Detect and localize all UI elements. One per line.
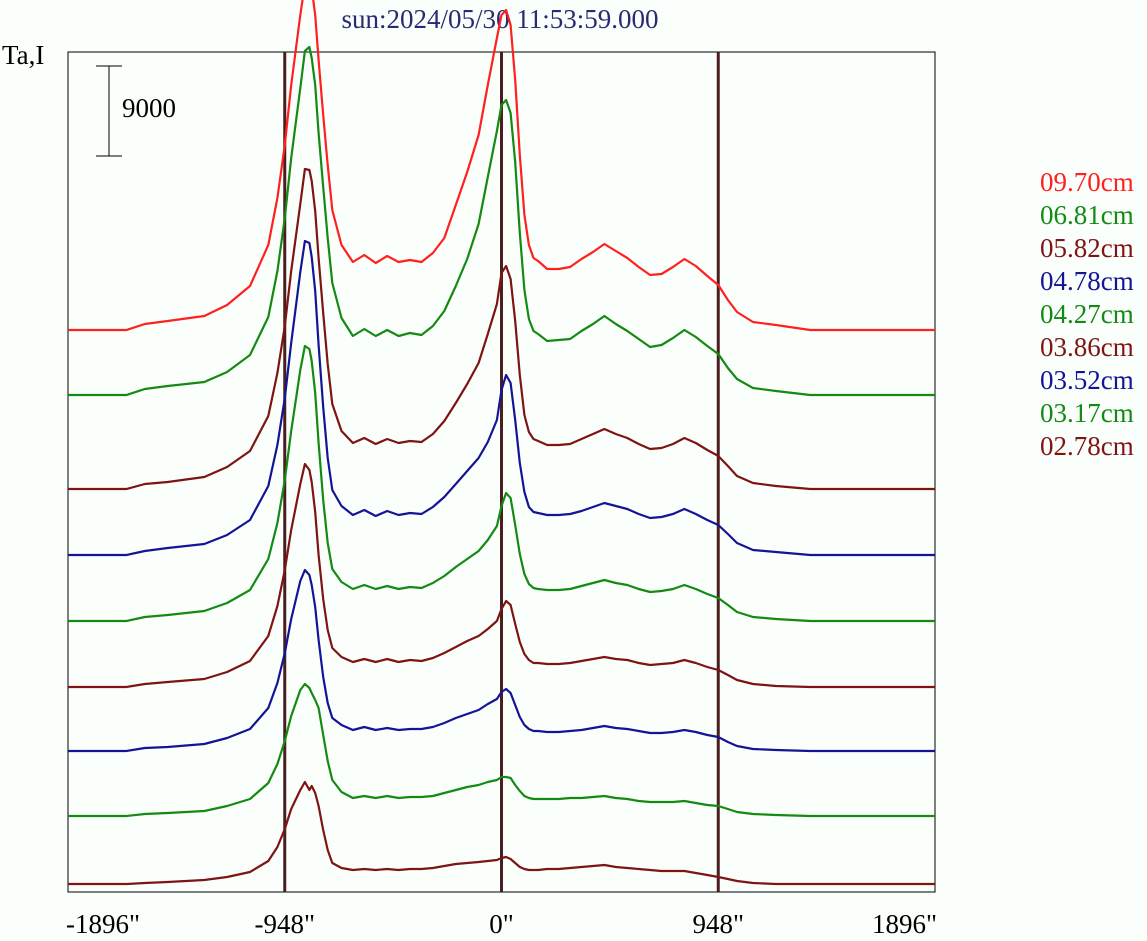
x-tick-label: -1896" <box>66 909 140 939</box>
legend-item: 03.52cm <box>1040 365 1134 395</box>
series-line <box>68 462 935 689</box>
series-line <box>68 0 935 332</box>
x-tick-label: 0" <box>489 909 514 939</box>
legend-item: 04.78cm <box>1040 266 1134 296</box>
series-line <box>68 167 935 491</box>
legend-item: 04.27cm <box>1040 299 1134 329</box>
legend-item: 03.17cm <box>1040 398 1134 428</box>
x-tick-label: 1896" <box>872 909 937 939</box>
legend-item: 03.86cm <box>1040 332 1134 362</box>
series-line <box>68 239 935 557</box>
chart-legend: 09.70cm 06.81cm 05.82cm 04.78cm 04.27cm 03.86… <box>1040 166 1134 463</box>
series-line <box>68 780 935 886</box>
y-axis-label: Ta,I <box>2 40 45 70</box>
series-line <box>68 568 935 753</box>
legend-item: 05.82cm <box>1040 233 1134 263</box>
series-line <box>68 344 935 623</box>
x-tick-label: -948" <box>254 909 315 939</box>
series-line <box>68 45 935 397</box>
series-line <box>68 682 935 818</box>
legend-item: 06.81cm <box>1040 200 1134 230</box>
scale-bar-label: 9000 <box>122 93 176 123</box>
legend-item: 02.78cm <box>1040 431 1134 461</box>
legend-item: 09.70cm <box>1040 167 1134 197</box>
x-tick-label: 948" <box>692 909 744 939</box>
